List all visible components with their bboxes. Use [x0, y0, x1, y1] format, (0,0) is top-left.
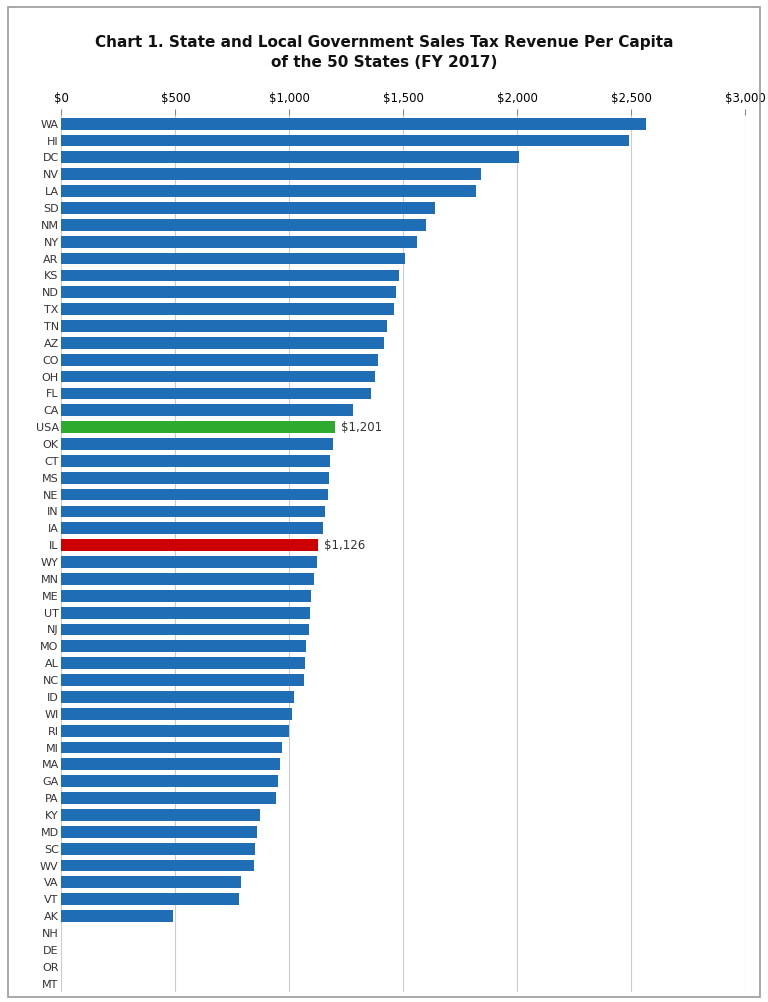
Bar: [61, 674, 304, 686]
Bar: [61, 657, 305, 669]
Bar: [61, 640, 306, 652]
Bar: [61, 843, 255, 855]
Bar: [61, 287, 396, 299]
Bar: [61, 759, 280, 771]
Bar: [61, 253, 406, 265]
Bar: [61, 877, 241, 889]
Bar: [61, 168, 481, 180]
Bar: [61, 438, 333, 450]
Bar: [61, 185, 476, 197]
Bar: [61, 388, 371, 400]
Bar: [61, 151, 519, 163]
Bar: [61, 691, 294, 702]
Bar: [61, 522, 323, 534]
Bar: [61, 270, 399, 282]
Bar: [61, 573, 314, 585]
Bar: [61, 910, 173, 922]
Bar: [61, 623, 309, 635]
Bar: [61, 826, 257, 838]
Bar: [61, 607, 310, 618]
Bar: [61, 118, 646, 129]
Bar: [61, 506, 325, 517]
Bar: [61, 337, 384, 349]
Bar: [61, 556, 316, 568]
Bar: [61, 860, 254, 872]
Bar: [61, 202, 435, 213]
Bar: [61, 405, 353, 416]
Bar: [61, 809, 260, 821]
Bar: [61, 707, 292, 719]
Bar: [61, 134, 629, 146]
Bar: [61, 724, 290, 736]
Bar: [61, 472, 329, 484]
Bar: [61, 455, 330, 467]
Bar: [61, 421, 335, 433]
Bar: [61, 235, 417, 247]
Bar: [61, 776, 278, 788]
Bar: [61, 354, 378, 366]
Bar: [61, 590, 311, 601]
Text: $1,201: $1,201: [341, 421, 382, 434]
Text: $1,126: $1,126: [323, 539, 365, 552]
Bar: [61, 539, 318, 551]
Bar: [61, 793, 276, 804]
Bar: [61, 218, 426, 230]
Bar: [61, 320, 387, 332]
Bar: [61, 894, 239, 905]
Bar: [61, 489, 328, 500]
Bar: [61, 371, 375, 383]
Bar: [61, 741, 283, 754]
Text: Chart 1. State and Local Government Sales Tax Revenue Per Capita
of the 50 State: Chart 1. State and Local Government Sale…: [94, 35, 674, 70]
Bar: [61, 304, 394, 315]
